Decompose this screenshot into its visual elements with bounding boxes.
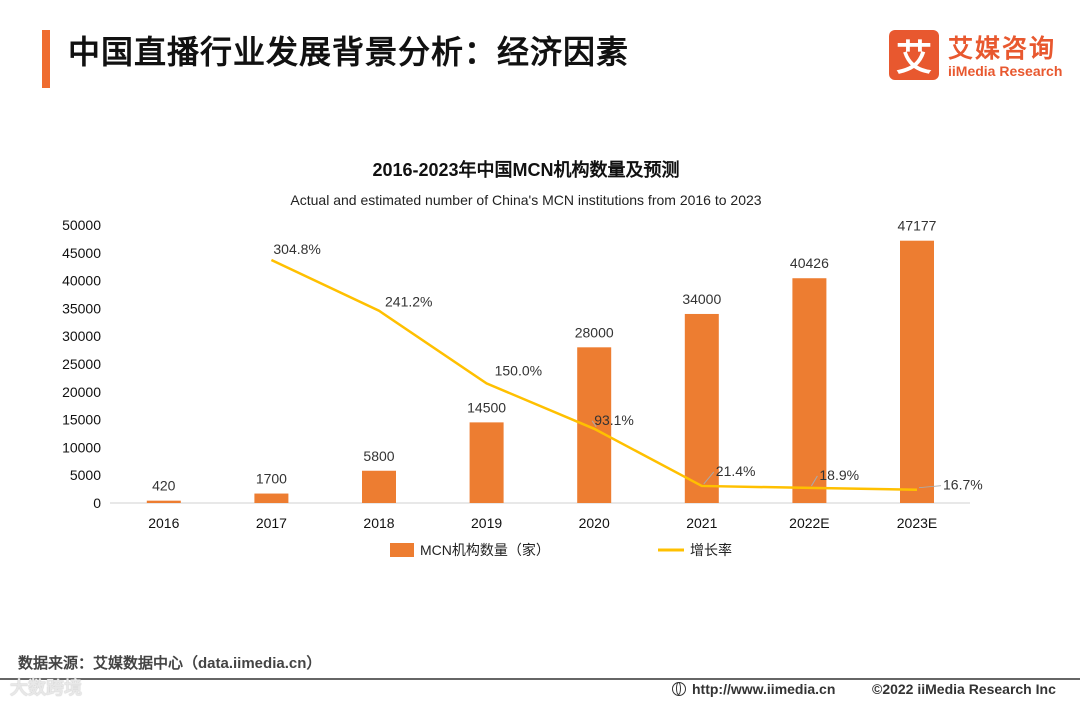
growth-rate-label: 18.9% <box>819 467 859 483</box>
page-title: 中国直播行业发展背景分析：经济因素 <box>68 34 630 70</box>
footer-copyright: ©2022 iiMedia Research Inc <box>872 681 1056 697</box>
y-tick-label: 5000 <box>70 467 101 483</box>
x-axis: 2016 2017 2018 2019 2020 2021 2022E 2023E <box>110 502 970 531</box>
bar-data-label: 1700 <box>256 471 287 487</box>
bar <box>254 493 289 503</box>
y-tick-label: 45000 <box>62 245 101 261</box>
y-tick-label: 35000 <box>62 300 101 316</box>
bar-data-label: 40426 <box>790 255 829 271</box>
bar <box>469 422 504 503</box>
footer-url[interactable]: http://www.iimedia.cn <box>672 681 835 697</box>
y-tick-label: 0 <box>93 495 101 511</box>
bar-data-label: 5800 <box>363 448 394 464</box>
y-tick-label: 20000 <box>62 384 101 400</box>
y-tick-label: 10000 <box>62 439 101 455</box>
growth-line-series: 304.8% 241.2% 150.0% 93.1% 21.4% 18.9% 16.7% <box>270 241 983 493</box>
legend: MCN机构数量（家） 增长率 <box>390 542 732 558</box>
logo-english-name: iiMedia Research <box>948 63 1063 79</box>
logo-chinese-name: 艾媒咨询 <box>948 35 1057 63</box>
growth-rate-label: 16.7% <box>943 477 983 493</box>
growth-rate-label: 150.0% <box>495 362 542 378</box>
growth-rate-label: 304.8% <box>273 241 320 257</box>
legend-bar-swatch <box>390 543 414 557</box>
bar <box>792 278 827 503</box>
iimedia-logo-icon: 艾 <box>889 30 939 80</box>
y-tick-label: 40000 <box>62 273 101 289</box>
chart-title: 2016-2023年中国MCN机构数量及预测 <box>372 159 679 180</box>
growth-rate-label: 241.2% <box>385 294 432 310</box>
globe-icon <box>672 682 686 696</box>
bar-data-labels: 420 1700 5800 14500 28000 34000 40426 47177 <box>152 218 937 494</box>
y-axis: 5000045000400003500030000250002000015000… <box>62 217 101 511</box>
title-accent-bar <box>42 30 50 88</box>
footer-url-text[interactable]: http://www.iimedia.cn <box>692 681 836 697</box>
bar-series <box>146 240 934 504</box>
x-tick-label: 2018 <box>363 515 394 531</box>
legend-bar-label: MCN机构数量（家） <box>420 542 550 558</box>
x-tick-label: 2017 <box>256 515 287 531</box>
rate-leader-line <box>918 485 942 489</box>
y-tick-label: 15000 <box>62 412 101 428</box>
growth-line <box>270 258 918 491</box>
legend-line-label: 增长率 <box>690 542 732 558</box>
bar <box>362 470 396 503</box>
growth-rate-label: 93.1% <box>594 412 634 428</box>
x-tick-label: 2021 <box>686 515 717 531</box>
mcn-chart: 2016-2023年中国MCN机构数量及预测 Actual and estima… <box>62 159 983 558</box>
watermark: 大数跨境 <box>10 678 82 698</box>
x-tick-label: 2016 <box>148 515 179 531</box>
bar-data-label: 14500 <box>467 399 506 415</box>
bar <box>684 313 719 503</box>
y-tick-label: 30000 <box>62 328 101 344</box>
bar-data-label: 420 <box>152 478 176 494</box>
rate-leader-line <box>591 420 597 428</box>
bar <box>146 500 181 503</box>
rate-leader-line <box>703 471 715 485</box>
x-tick-label: 2022E <box>789 515 829 531</box>
bar-data-label: 34000 <box>682 291 721 307</box>
chart-subtitle: Actual and estimated number of China's M… <box>290 192 761 208</box>
bar <box>900 240 934 504</box>
bar-data-label: 28000 <box>575 324 614 340</box>
y-tick-label: 25000 <box>62 356 101 372</box>
x-tick-label: 2023E <box>897 515 937 531</box>
bar-data-label: 47177 <box>898 218 937 234</box>
y-tick-label: 50000 <box>62 217 101 233</box>
rate-leader-line <box>810 475 818 487</box>
data-source: 数据来源：艾媒数据中心（data.iimedia.cn） <box>18 655 322 672</box>
x-tick-label: 2019 <box>471 515 502 531</box>
growth-rate-label: 21.4% <box>716 463 756 479</box>
x-tick-label: 2020 <box>579 515 610 531</box>
footer-divider <box>0 678 1080 680</box>
